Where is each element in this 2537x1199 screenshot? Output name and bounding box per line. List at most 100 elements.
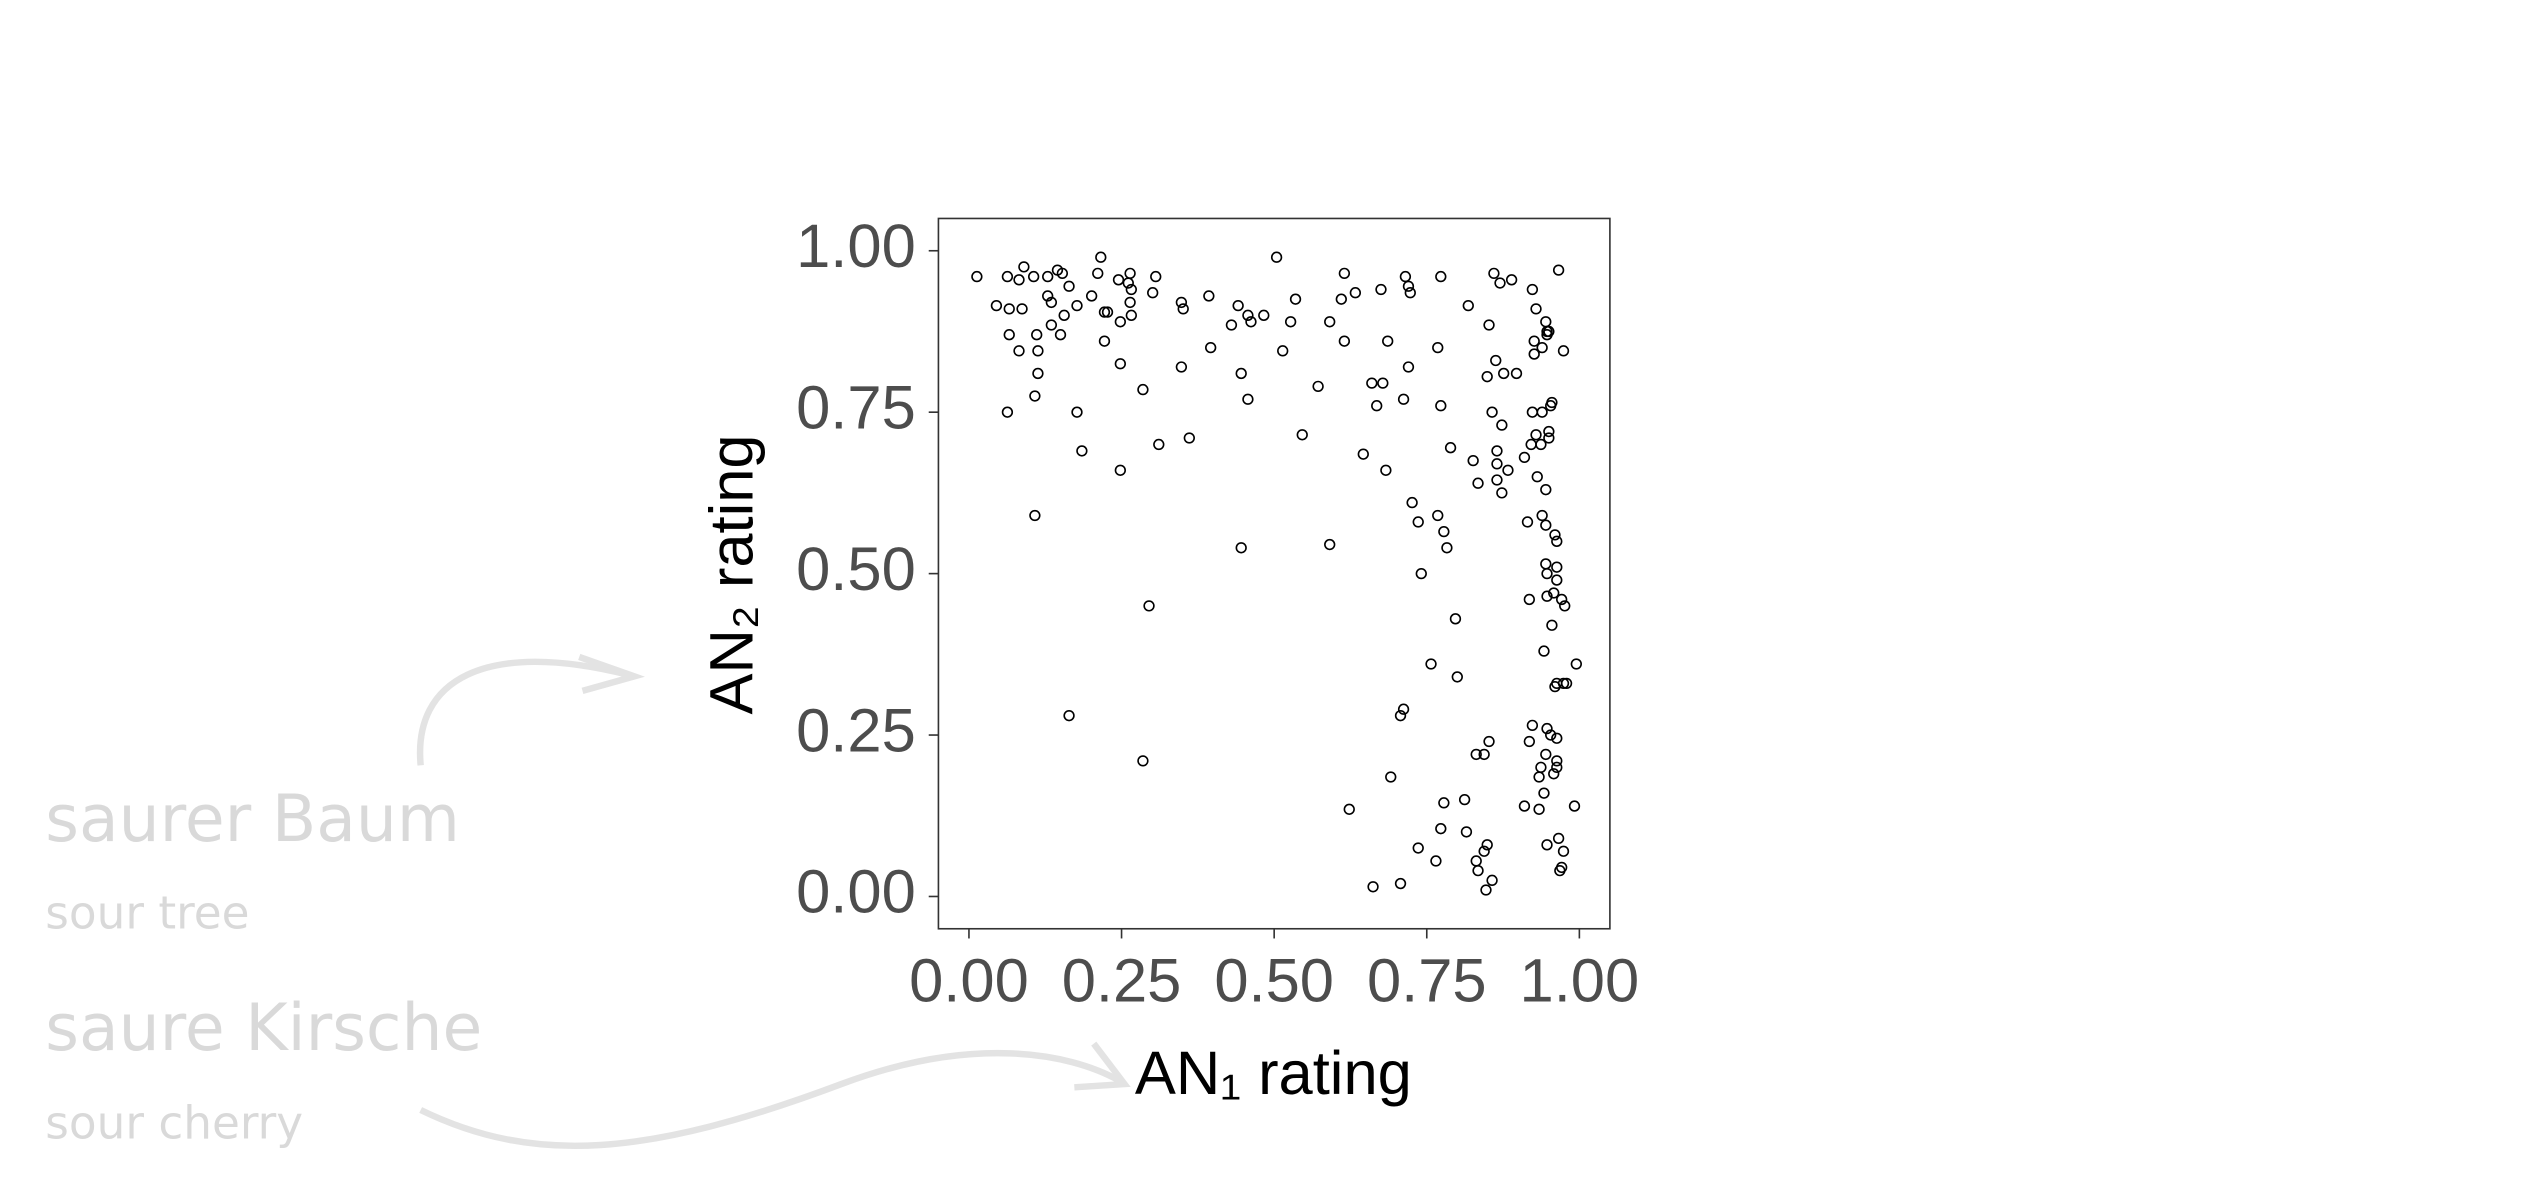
point bbox=[1371, 400, 1383, 412]
point bbox=[1013, 274, 1025, 286]
point bbox=[1496, 487, 1508, 499]
point bbox=[1003, 303, 1015, 315]
x-tick-label: 0.25 bbox=[1062, 947, 1182, 1016]
point bbox=[1432, 509, 1444, 522]
point bbox=[1402, 280, 1415, 292]
point bbox=[1531, 471, 1543, 483]
point bbox=[1552, 832, 1565, 845]
point bbox=[1382, 335, 1394, 347]
point bbox=[1545, 729, 1557, 741]
x-axis-label: AN₁ rating bbox=[1135, 1039, 1412, 1108]
point bbox=[990, 299, 1003, 312]
point bbox=[1242, 309, 1254, 321]
y-tick-label: 0.75 bbox=[796, 373, 916, 442]
point bbox=[1071, 406, 1083, 418]
point bbox=[1031, 329, 1043, 341]
point bbox=[1242, 393, 1254, 405]
point bbox=[1404, 287, 1416, 299]
point bbox=[1568, 800, 1581, 812]
point bbox=[1095, 251, 1107, 263]
point bbox=[1551, 755, 1563, 767]
point bbox=[1098, 306, 1111, 318]
point bbox=[1114, 316, 1126, 328]
point bbox=[1284, 316, 1297, 328]
point bbox=[1058, 309, 1070, 321]
point bbox=[1526, 283, 1539, 296]
point bbox=[1032, 345, 1044, 357]
point bbox=[1432, 341, 1444, 354]
point bbox=[1528, 335, 1540, 347]
point bbox=[1367, 881, 1379, 893]
point bbox=[1491, 474, 1503, 486]
point bbox=[1425, 658, 1437, 670]
point bbox=[1536, 509, 1548, 522]
point bbox=[1076, 445, 1088, 457]
point bbox=[1375, 283, 1387, 296]
point bbox=[1491, 458, 1503, 470]
point bbox=[1289, 293, 1302, 305]
point bbox=[1235, 367, 1247, 380]
point bbox=[1467, 454, 1479, 467]
arrow-head bbox=[1074, 1041, 1131, 1091]
point bbox=[1546, 396, 1558, 409]
point bbox=[1540, 748, 1552, 761]
point bbox=[1462, 299, 1474, 312]
point bbox=[1324, 538, 1336, 551]
point bbox=[1557, 845, 1570, 857]
point bbox=[1147, 287, 1159, 299]
point bbox=[1536, 341, 1548, 354]
point bbox=[1124, 267, 1136, 280]
point bbox=[1349, 287, 1362, 299]
point bbox=[1183, 432, 1195, 444]
point bbox=[1177, 303, 1189, 315]
point bbox=[1143, 600, 1155, 612]
point bbox=[1027, 270, 1040, 283]
point bbox=[1203, 290, 1215, 302]
point bbox=[1510, 367, 1523, 380]
point bbox=[1551, 761, 1563, 773]
annotation: saurer Baum bbox=[45, 782, 460, 857]
point bbox=[1557, 677, 1570, 690]
point bbox=[1535, 438, 1547, 451]
point bbox=[1451, 671, 1463, 683]
point bbox=[1029, 390, 1041, 402]
point bbox=[1338, 335, 1351, 347]
point bbox=[1543, 425, 1555, 438]
x-tick-label: 1.00 bbox=[1520, 947, 1640, 1016]
point bbox=[1458, 793, 1471, 806]
point bbox=[1518, 800, 1531, 812]
point bbox=[1481, 839, 1493, 851]
point bbox=[1543, 325, 1555, 338]
point bbox=[1494, 277, 1506, 289]
point bbox=[1114, 464, 1126, 476]
point bbox=[1397, 703, 1410, 715]
point bbox=[1486, 406, 1498, 418]
point bbox=[1556, 861, 1568, 874]
point bbox=[1478, 748, 1490, 761]
arrow-head bbox=[578, 653, 645, 695]
point bbox=[1063, 710, 1075, 722]
point bbox=[1548, 587, 1560, 599]
point bbox=[1235, 542, 1247, 554]
point bbox=[1125, 309, 1137, 321]
point bbox=[1536, 406, 1548, 418]
point bbox=[1435, 270, 1447, 283]
point bbox=[1001, 406, 1014, 418]
point bbox=[1546, 619, 1558, 631]
point bbox=[1551, 561, 1563, 573]
point bbox=[1491, 445, 1503, 457]
point bbox=[1001, 270, 1014, 283]
point bbox=[1523, 593, 1535, 606]
point bbox=[1032, 367, 1044, 380]
annotation: saure Kirsche bbox=[45, 991, 482, 1066]
point bbox=[1472, 477, 1484, 489]
point bbox=[1483, 319, 1495, 331]
point bbox=[1541, 839, 1553, 851]
point bbox=[1343, 803, 1355, 815]
point bbox=[1528, 348, 1540, 360]
point bbox=[1548, 768, 1560, 780]
point bbox=[1470, 748, 1482, 761]
point bbox=[1098, 335, 1111, 347]
point bbox=[1435, 823, 1447, 835]
